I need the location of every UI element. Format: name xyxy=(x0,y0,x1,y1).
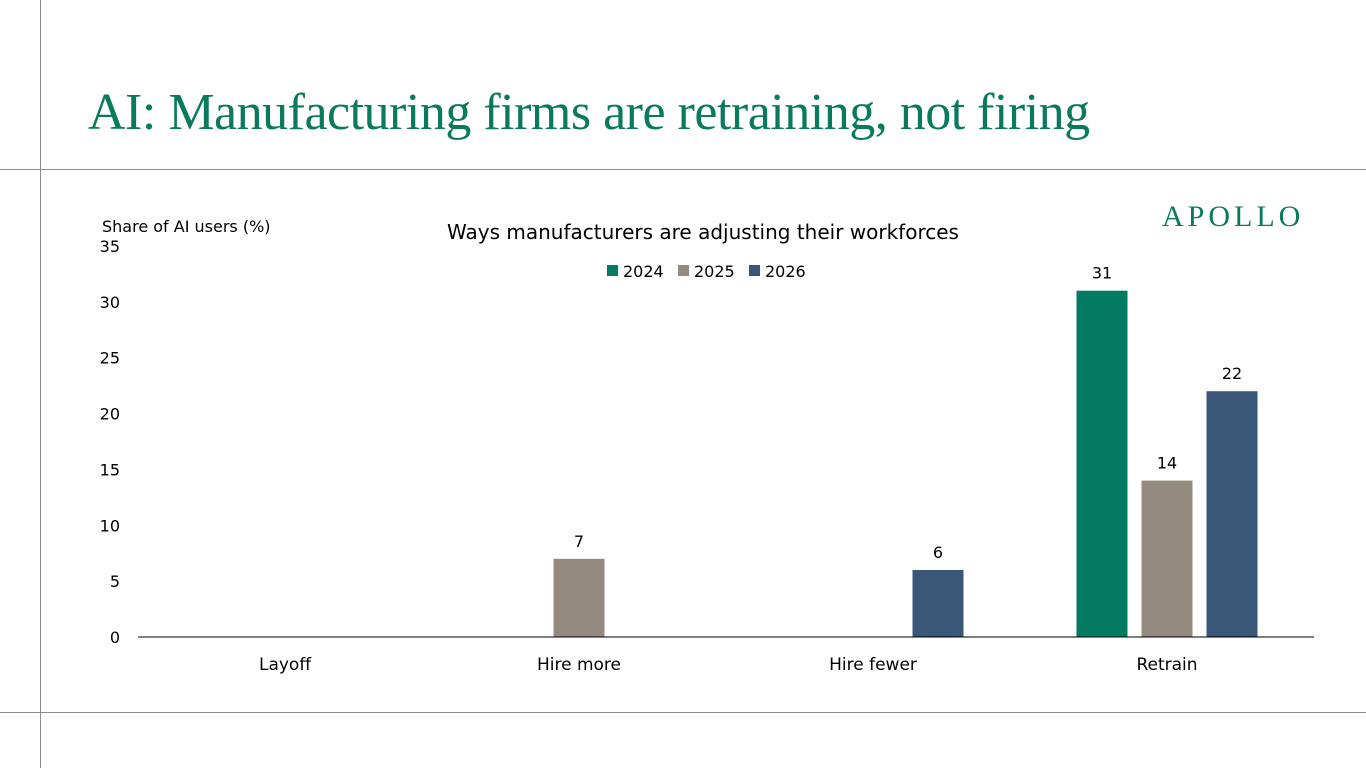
chart-title: Ways manufacturers are adjusting their w… xyxy=(447,220,959,244)
legend-swatch-2025 xyxy=(678,265,689,276)
data-label: 31 xyxy=(1092,264,1112,283)
legend-label-2024: 2024 xyxy=(623,262,664,281)
legend: 2024 2025 2026 xyxy=(607,262,806,281)
data-label: 6 xyxy=(933,543,943,562)
bar-2025-retrain xyxy=(1141,480,1193,637)
y-tick-label: 30 xyxy=(100,293,120,312)
page-title: AI: Manufacturing firms are retraining, … xyxy=(88,84,1090,141)
header-divider xyxy=(0,169,1366,170)
bars xyxy=(553,290,1258,637)
x-tick-label: Hire more xyxy=(537,655,621,675)
data-label: 7 xyxy=(574,532,584,551)
y-tick-label: 5 xyxy=(110,572,120,591)
bar-2025-hire-more xyxy=(553,558,605,637)
y-tick-label: 15 xyxy=(100,460,120,479)
data-label: 22 xyxy=(1222,364,1242,383)
x-tick-label: Hire fewer xyxy=(829,655,917,675)
y-tick-label: 35 xyxy=(100,237,120,256)
legend-label-2025: 2025 xyxy=(694,262,735,281)
vertical-rule xyxy=(40,0,41,768)
bar-2024-retrain xyxy=(1076,290,1128,637)
x-tick-label: Retrain xyxy=(1136,655,1197,675)
bar-2026-retrain xyxy=(1206,391,1258,637)
footer-divider xyxy=(0,712,1366,713)
y-tick-label: 20 xyxy=(100,405,120,424)
legend-swatch-2024 xyxy=(607,265,618,276)
x-tick-label: Layoff xyxy=(259,655,312,675)
y-tick-label: 25 xyxy=(100,349,120,368)
data-label: 14 xyxy=(1157,454,1177,473)
y-axis-label: Share of AI users (%) xyxy=(102,217,271,236)
brand-logo: APOLLO xyxy=(1162,200,1305,233)
x-axis-ticks: Layoff Hire more Hire fewer Retrain xyxy=(259,655,1198,675)
legend-label-2026: 2026 xyxy=(765,262,806,281)
y-tick-label: 10 xyxy=(100,516,120,535)
legend-swatch-2026 xyxy=(749,265,760,276)
bar-data-labels: 7 6 31 14 22 xyxy=(574,264,1242,562)
y-axis-ticks: 0 5 10 15 20 25 30 35 xyxy=(100,237,120,647)
bar-2026-hire-fewer xyxy=(912,569,964,637)
y-tick-label: 0 xyxy=(110,628,120,647)
